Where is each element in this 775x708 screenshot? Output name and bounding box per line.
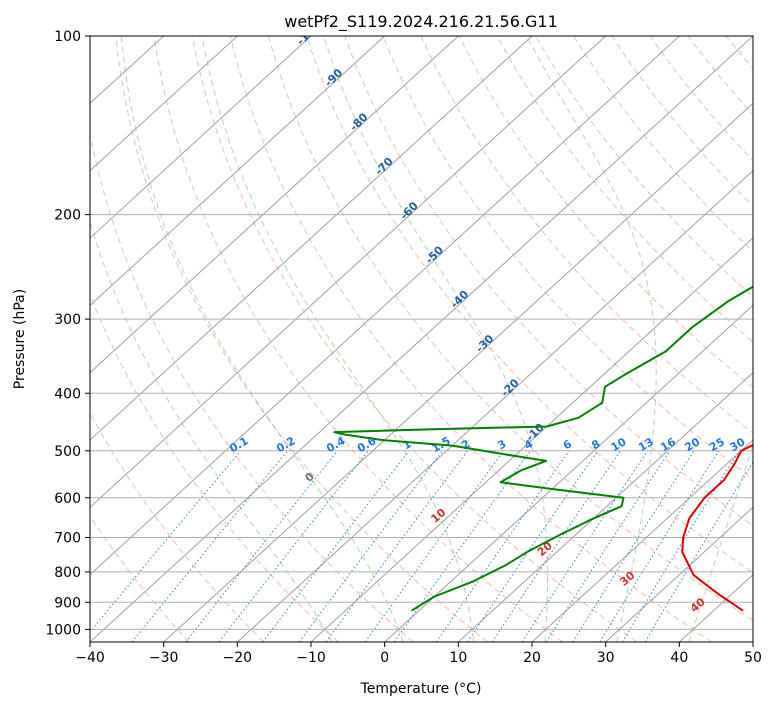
y-tick-label: 600 [54,491,81,507]
isotherm [236,169,753,642]
x-axis-ticks: −40 −30 −20 −10 0 10 20 30 40 50 [75,642,762,666]
mixing-ratio-line [572,450,695,642]
isotherm [457,371,753,642]
x-tick-label: 40 [670,650,688,666]
mixing-ratio-line [467,450,599,642]
dry-adiabat [458,36,753,389]
y-tick-label: 400 [54,386,81,402]
isotherm [90,36,312,239]
dry-adiabat [90,411,264,642]
mixing-ratio-line [364,450,505,642]
mixing-ratio-line [621,450,740,642]
x-tick-label: 10 [449,650,467,666]
dry-adiabat [229,36,712,642]
isotherm [90,36,607,509]
dry-adiabat [191,36,638,642]
dry-adiabat [115,36,488,642]
sounding-series [333,285,753,612]
dry-adiabat [420,36,753,434]
dry-adiabat [382,36,753,480]
isotherm [90,36,386,307]
chart-title: wetPf2_S119.2024.216.21.56.G11 [284,12,558,32]
moist-adiabat [90,219,333,642]
y-tick-label: 200 [54,208,81,224]
plot-area: 0.10.20.40.611.523468101316202530-100-90… [90,19,753,642]
isotherm [163,102,753,642]
dry-adiabat [306,36,753,574]
isotherm [531,439,753,642]
mixing-ratio-line [325,450,468,642]
x-tick-label: −30 [149,650,179,666]
mixing-ratio-line [131,450,289,642]
dry-adiabats [90,36,753,642]
isotherm [90,36,459,374]
x-tick-label: 30 [597,650,615,666]
y-tick-label: 500 [54,444,81,460]
dewpoint-profile-line [333,285,753,612]
mixing-ratio-line [644,461,753,642]
pressure-gridlines [90,36,753,630]
mixing-ratio-line [545,450,671,642]
moist-adiabat [201,36,475,642]
y-tick-label: 100 [54,29,81,45]
mixing-ratio-line [90,450,242,633]
mixing-ratio-line [298,450,444,642]
y-tick-label: 300 [54,312,81,328]
isotherm [384,304,753,642]
y-tick-label: 800 [54,565,81,581]
x-tick-label: −10 [296,650,326,666]
isotherm [90,36,533,441]
mixing-ratio-line [491,450,621,642]
isotherms [90,36,753,642]
moist-adiabat [688,443,753,642]
y-axis-ticks: 100 200 300 400 500 600 700 800 900 1000 [45,29,90,638]
mixing-ratio-lines [90,450,753,642]
isotherm [90,36,753,642]
isotherm [605,506,753,642]
dry-adiabat [344,36,753,527]
y-tick-label: 900 [54,595,81,611]
isotherm [90,36,238,172]
mixing-ratio-line [393,450,531,642]
x-tick-label: 50 [744,650,762,666]
isotherm-label: -100 [294,19,323,48]
y-axis-label: Pressure (hPa) [12,289,28,389]
mixing-ratio-line [521,450,649,642]
y-tick-label: 1000 [45,622,81,638]
x-tick-label: 0 [380,650,389,666]
isotherm [310,237,753,642]
x-tick-label: −20 [223,650,253,666]
temperature-profile-line [681,443,753,612]
mixing-ratio-line [185,450,339,642]
isotherm [90,36,680,576]
x-axis-label: Temperature (°C) [360,681,482,697]
mixing-ratio-line [435,450,570,642]
plot-frame [89,35,754,643]
mixing-ratio-line [262,450,410,642]
y-tick-label: 700 [54,531,81,547]
dry-adiabat [90,130,414,642]
x-tick-label: −40 [75,650,105,666]
x-tick-label: 20 [523,650,541,666]
moist-adiabat [120,36,404,642]
